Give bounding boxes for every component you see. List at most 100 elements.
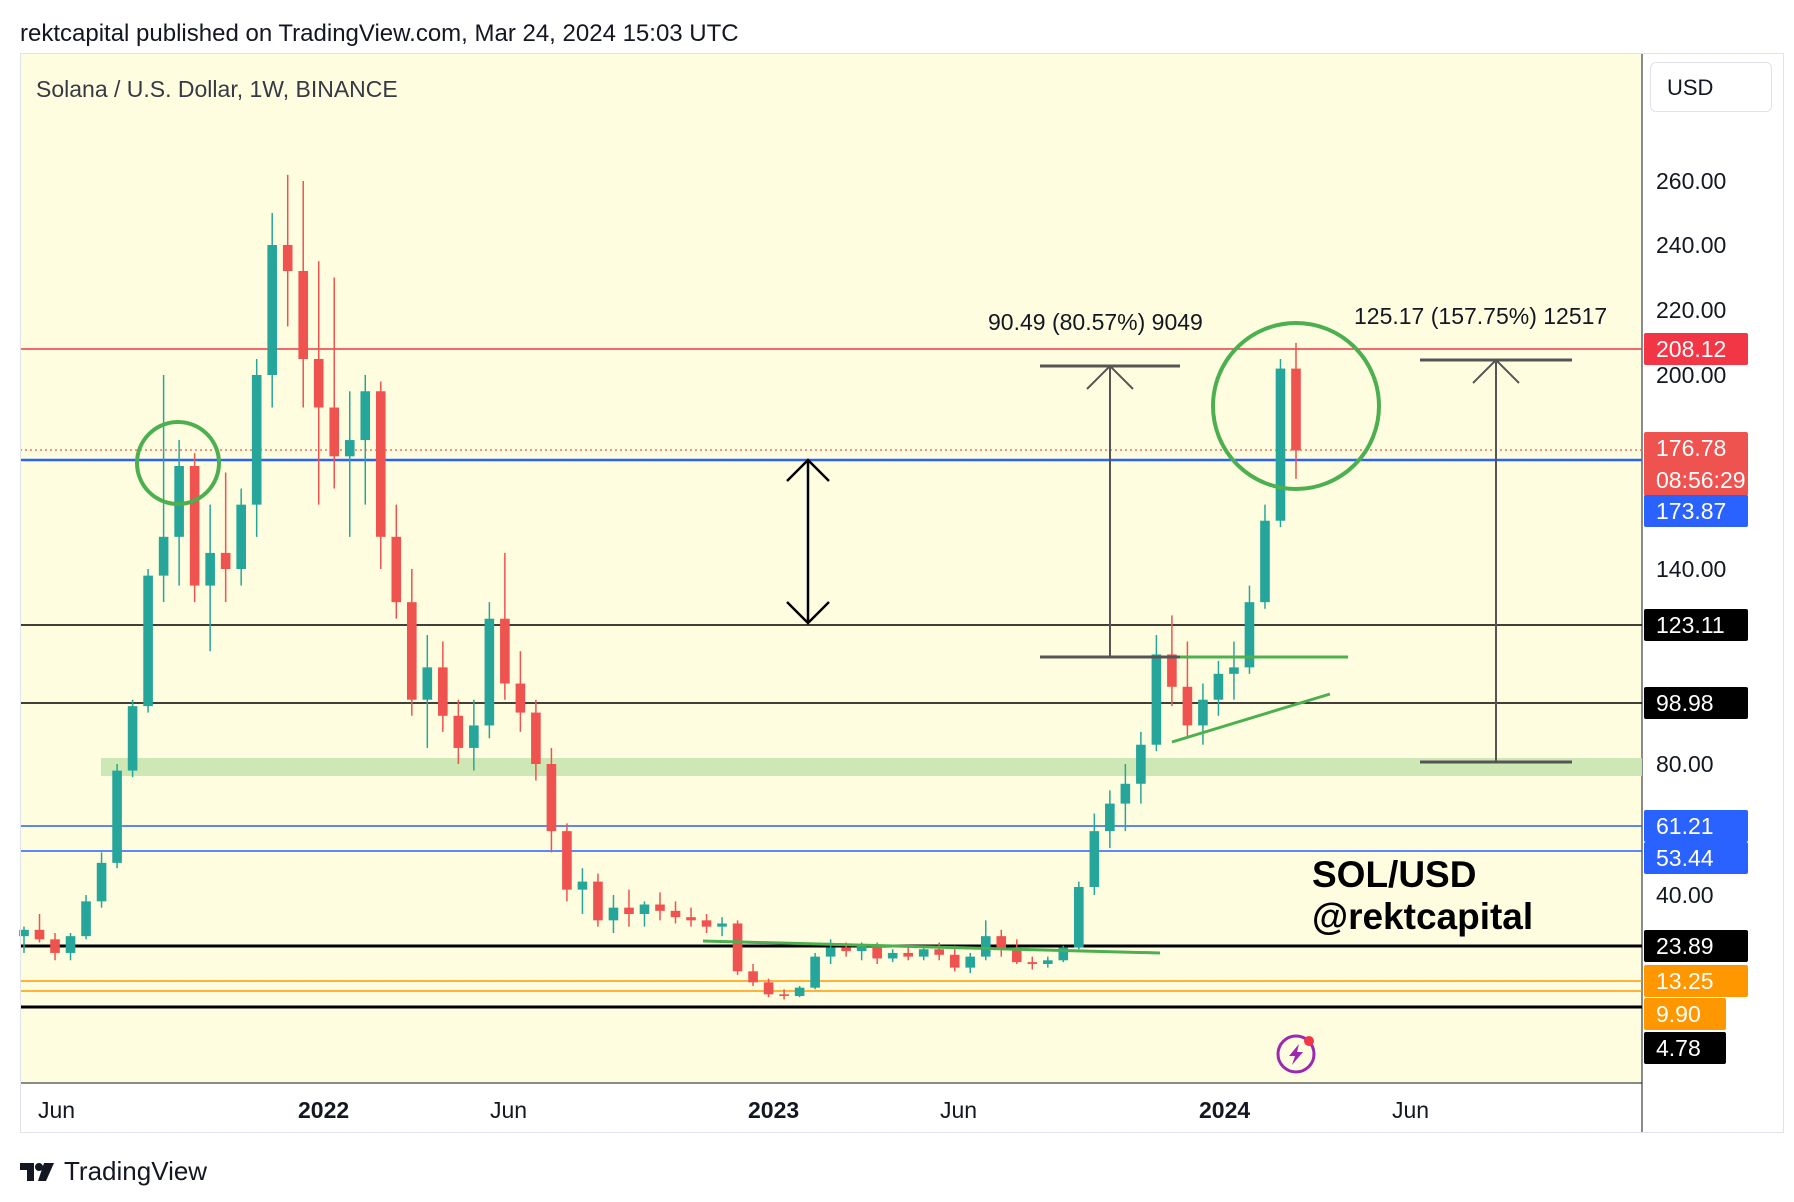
- candle-body: [143, 575, 153, 707]
- candle-body: [1244, 602, 1255, 668]
- measure-tool-2: [1420, 358, 1572, 764]
- price-tag-bg: [1644, 965, 1748, 997]
- candle-body: [189, 466, 200, 586]
- candle: [608, 895, 619, 933]
- candle-body: [236, 504, 246, 569]
- tradingview-logo[interactable]: TradingView: [20, 1156, 207, 1187]
- price-tag: 9.90: [1644, 998, 1726, 1030]
- price-tag-label: 23.89: [1656, 933, 1714, 959]
- price-tag-bg: [1644, 333, 1748, 365]
- y-tick-label: 140.00: [1656, 556, 1726, 582]
- measure-head: [1086, 364, 1134, 390]
- candle-body: [1151, 654, 1162, 745]
- candle: [1151, 635, 1162, 752]
- candle: [1120, 764, 1131, 832]
- candle-body: [484, 618, 495, 726]
- candle-body: [546, 764, 557, 832]
- candle-body: [81, 901, 91, 937]
- candle: [655, 892, 665, 921]
- currency-button[interactable]: USD: [1650, 62, 1772, 112]
- candle: [1244, 585, 1255, 674]
- chart-frame: [20, 53, 1784, 1133]
- price-tag-label: 208.12: [1656, 336, 1726, 362]
- candle: [174, 440, 184, 586]
- watermark-pair: SOL/USD: [1312, 854, 1476, 895]
- y-tick-label: 200.00: [1656, 362, 1726, 388]
- price-tag-label: 98.98: [1656, 690, 1714, 716]
- candle: [593, 873, 603, 927]
- arrow-head-down: [786, 601, 830, 625]
- candle-body: [34, 929, 45, 940]
- candle: [887, 949, 898, 963]
- candle: [1027, 956, 1038, 970]
- candle-body: [810, 956, 820, 988]
- candle: [236, 488, 246, 586]
- candle: [1058, 945, 1069, 963]
- candle-body: [934, 949, 945, 955]
- candle: [500, 552, 510, 700]
- candle-body: [996, 936, 1007, 950]
- measure-label-2: 125.17 (157.75%) 12517: [1354, 303, 1607, 329]
- candle-body: [980, 936, 991, 957]
- time-axis-area: [20, 1083, 1784, 1133]
- candle: [717, 917, 727, 937]
- publish-header: rektcapital published on TradingView.com…: [20, 20, 739, 47]
- candle-body: [686, 917, 696, 921]
- candle-body: [50, 939, 60, 953]
- candle: [360, 375, 371, 505]
- lightning-icon-ring: [1276, 1034, 1316, 1074]
- y-tick-label: 80.00: [1656, 751, 1714, 777]
- candle: [189, 453, 200, 603]
- candle-body: [1058, 947, 1069, 961]
- candle: [1260, 504, 1270, 609]
- candle-body: [515, 683, 526, 713]
- candle-body: [841, 947, 851, 952]
- candle-body: [1105, 803, 1115, 832]
- price-tag-label: 53.44: [1656, 845, 1714, 871]
- candle: [96, 852, 107, 908]
- candle-body: [422, 667, 433, 700]
- x-tick-label: 2024: [1199, 1097, 1250, 1123]
- candle-body: [1136, 744, 1146, 784]
- candle: [949, 945, 960, 972]
- candle: [313, 261, 324, 505]
- candle-body: [313, 358, 324, 408]
- candle-body: [19, 929, 29, 937]
- price-axis-area: [1642, 53, 1784, 1083]
- candle-body: [856, 945, 867, 952]
- candle: [763, 978, 774, 998]
- drawings: 90.49 (80.57%) 9049 125.17 (157.75%) 1251…: [135, 303, 1607, 1074]
- measure-tool-1: [1040, 364, 1180, 659]
- chart-background: [20, 53, 1784, 1133]
- price-tag-bg: [1644, 609, 1748, 641]
- candle-body: [918, 949, 929, 957]
- measure-head: [1472, 358, 1520, 384]
- candle: [422, 635, 433, 748]
- candle-body: [1089, 831, 1100, 887]
- candle-body: [251, 375, 262, 505]
- candle: [50, 932, 60, 961]
- symbol-title: Solana / U.S. Dollar, 1W, BINANCE: [36, 76, 398, 102]
- plot-area: [20, 53, 1642, 1083]
- candle-body: [639, 904, 650, 914]
- price-tag-bg: [1644, 687, 1748, 719]
- tradingview-logo-text: TradingView: [64, 1156, 208, 1186]
- candle: [1074, 881, 1084, 950]
- x-tick-label: 2022: [298, 1097, 349, 1123]
- candle-body: [1213, 673, 1224, 700]
- candle: [1089, 813, 1100, 895]
- candle: [748, 963, 758, 986]
- price-tag-label: 4.78: [1656, 1035, 1701, 1061]
- price-tag: 23.89: [1644, 930, 1748, 962]
- measure-label-1: 90.49 (80.57%) 9049: [988, 309, 1203, 335]
- candle-body: [949, 954, 960, 968]
- candle-body: [903, 952, 914, 957]
- y-tick-label: 260.00: [1656, 168, 1726, 194]
- candle: [810, 952, 820, 990]
- price-tag-label: 173.87: [1656, 498, 1726, 524]
- price-tag-bg: [1644, 842, 1748, 874]
- candle: [670, 901, 681, 924]
- candle-body: [1120, 783, 1131, 804]
- candle-body: [469, 725, 479, 748]
